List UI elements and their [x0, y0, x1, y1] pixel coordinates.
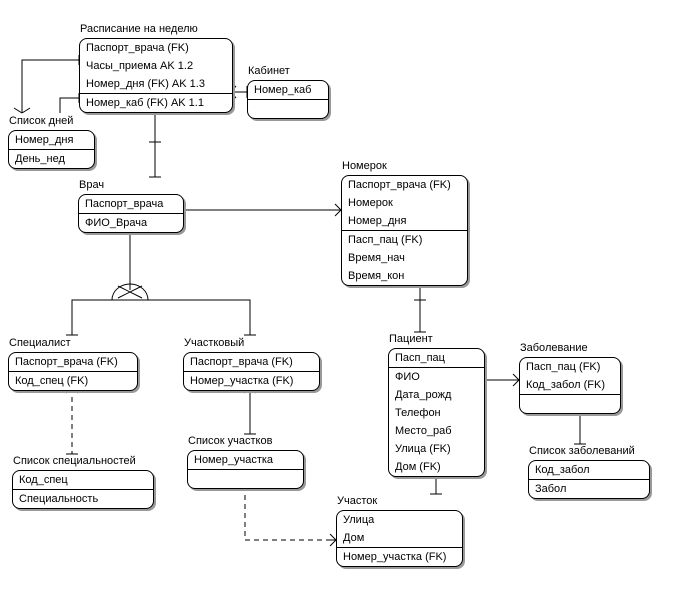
entity-district: УчастокУлицаДомНомер_участка (FK) — [336, 510, 463, 567]
entity-title: Список специальностей — [13, 455, 136, 467]
key-row: Номер_дня (FK) AK 1.3 — [80, 75, 232, 93]
entity-title: Врач — [79, 179, 104, 191]
entity-title: Специалист — [9, 337, 71, 349]
entity-disease: ЗаболеваниеПасп_пац (FK)Код_забол (FK) — [519, 357, 621, 414]
entity-title: Участковый — [184, 337, 244, 349]
key-row: Номер_дня — [9, 131, 94, 149]
body-row: День_нед — [9, 150, 94, 168]
entity-title: Номерок — [342, 160, 387, 172]
key-row: Пасп_пац (FK) — [520, 358, 620, 376]
entity-title: Пациент — [389, 333, 433, 345]
body-row: Пасп_пац (FK) — [342, 231, 467, 249]
body-row: ФИО_Врача — [79, 214, 183, 232]
entity-title: Кабинет — [248, 65, 290, 77]
body-row: Код_спец (FK) — [9, 372, 137, 390]
body-row: Время_кон — [342, 267, 467, 285]
key-row: Пасп_пац — [389, 349, 484, 367]
key-row: Дом — [337, 529, 462, 547]
entity-title: Список участков — [188, 435, 272, 447]
body-row: Место_раб — [389, 422, 484, 440]
key-row: Код_забол — [529, 461, 649, 479]
entity-title: Список заболеваний — [529, 445, 635, 457]
key-row: Номерок — [342, 194, 467, 212]
key-row: Паспорт_врача (FK) — [184, 353, 319, 371]
entity-title: Участок — [337, 495, 377, 507]
key-row: Паспорт_врача (FK) — [342, 176, 467, 194]
empty-row — [520, 395, 620, 413]
key-row: Код_спец — [13, 471, 153, 489]
body-row: Номер_участка (FK) — [184, 372, 319, 390]
body-row: Телефон — [389, 404, 484, 422]
body-row: Дата_рожд — [389, 386, 484, 404]
body-row: Улица (FK) — [389, 440, 484, 458]
entity-doctor: ВрачПаспорт_врачаФИО_Врача — [78, 194, 184, 233]
key-row: Паспорт_врача (FK) — [80, 39, 232, 57]
entity-specialist: СпециалистПаспорт_врача (FK)Код_спец (FK… — [8, 352, 138, 391]
key-row: Номер_дня — [342, 212, 467, 230]
empty-row — [188, 470, 303, 488]
entity-cabinet: КабинетНомер_каб — [247, 80, 329, 119]
entity-ticket: НомерокПаспорт_врача (FK)НомерокНомер_дн… — [341, 175, 468, 286]
key-row: Улица — [337, 511, 462, 529]
body-row: Номер_участка (FK) — [337, 548, 462, 566]
entity-title: Список дней — [9, 115, 73, 127]
entity-title: Расписание на неделю — [80, 23, 198, 35]
key-row: Номер_участка — [188, 451, 303, 469]
entity-spec_list: Список специальностейКод_спецСпециальнос… — [12, 470, 154, 509]
body-row: Время_нач — [342, 249, 467, 267]
body-row: Номер_каб (FK) AK 1.1 — [80, 94, 232, 112]
entity-days: Список днейНомер_дняДень_нед — [8, 130, 95, 169]
empty-row — [248, 100, 328, 118]
body-row: Специальность — [13, 490, 153, 508]
body-row: Дом (FK) — [389, 458, 484, 476]
entity-district_doc: УчастковыйПаспорт_врача (FK)Номер_участк… — [183, 352, 320, 391]
entity-disease_list: Список заболеванийКод_заболЗабол — [528, 460, 650, 499]
body-row: Забол — [529, 480, 649, 498]
entity-title: Заболевание — [520, 342, 588, 354]
entity-patient: ПациентПасп_пацФИОДата_рождТелефонМесто_… — [388, 348, 485, 477]
key-row: Паспорт_врача (FK) — [9, 353, 137, 371]
entity-schedule: Расписание на неделюПаспорт_врача (FK)Ча… — [79, 38, 233, 113]
body-row: ФИО — [389, 368, 484, 386]
key-row: Код_забол (FK) — [520, 376, 620, 394]
key-row: Номер_каб — [248, 81, 328, 99]
key-row: Часы_приема AK 1.2 — [80, 57, 232, 75]
key-row: Паспорт_врача — [79, 195, 183, 213]
entity-district_list: Список участковНомер_участка — [187, 450, 304, 489]
